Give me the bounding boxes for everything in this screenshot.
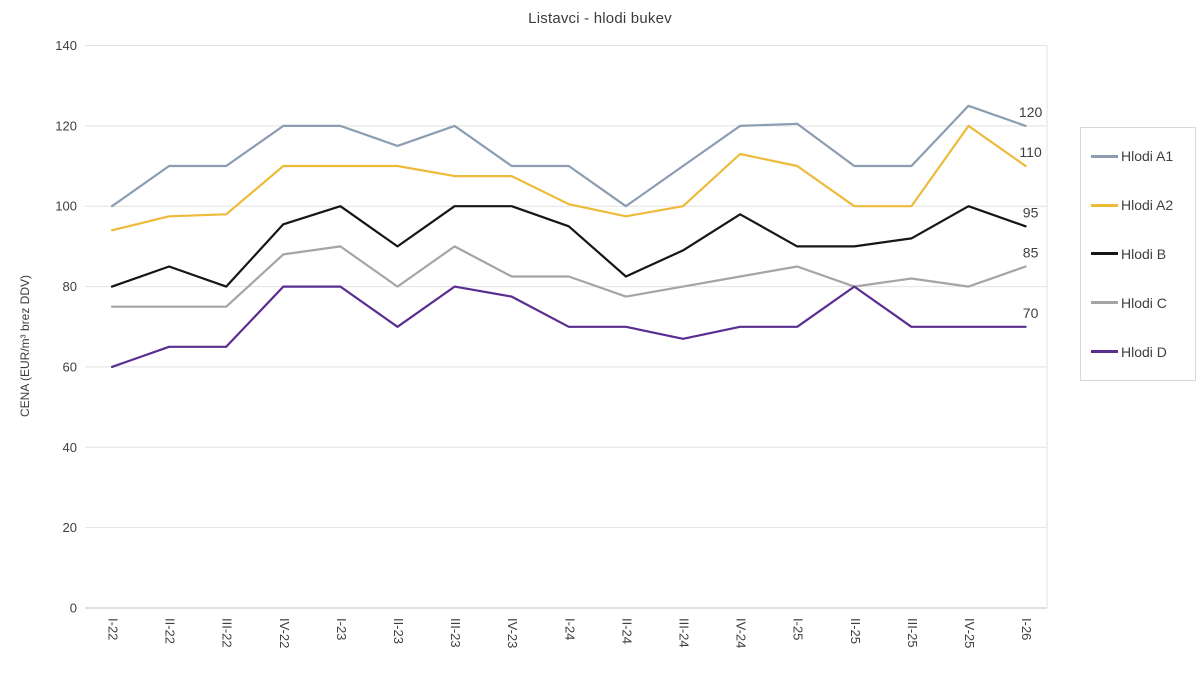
- legend-swatch-hlodi-a2: [1091, 203, 1118, 207]
- series-end-label-hlodi-b: 95: [1023, 204, 1039, 220]
- series-end-label-hlodi-a2: 110: [1019, 144, 1042, 160]
- series-line-hlodi-d: [110, 285, 1027, 368]
- chart-title: Listavci - hlodi bukev: [528, 10, 672, 27]
- legend-label-hlodi-a2: Hlodi A2: [1121, 197, 1174, 214]
- legend-swatch-hlodi-c: [1091, 301, 1118, 305]
- x-tick-label: I-22: [106, 618, 121, 640]
- legend-label-hlodi-c: Hlodi C: [1121, 294, 1167, 311]
- x-tick-label: I-23: [334, 618, 349, 640]
- y-tick-label: 120: [55, 118, 77, 133]
- x-tick-label: I-25: [791, 618, 806, 640]
- y-tick-label: 100: [55, 199, 77, 214]
- y-tick-label: 60: [63, 359, 77, 374]
- legend-swatch-hlodi-d: [1091, 350, 1118, 354]
- y-tick-label: 80: [63, 279, 77, 294]
- legend-swatch-hlodi-b: [1091, 252, 1118, 256]
- x-tick-label: I-26: [1019, 618, 1034, 640]
- legend-label-hlodi-a1: Hlodi A1: [1121, 148, 1174, 165]
- y-tick-label: 40: [63, 440, 77, 455]
- x-tick-label: IV-24: [734, 618, 749, 648]
- x-tick-label: III-23: [448, 618, 463, 648]
- legend-label-hlodi-b: Hlodi B: [1121, 245, 1167, 262]
- legend-item-hlodi-a1: Hlodi A1: [1081, 148, 1195, 164]
- legend-item-hlodi-b: Hlodi B: [1081, 246, 1195, 262]
- x-tick-label: IV-23: [505, 618, 520, 648]
- y-tick-label: 20: [63, 520, 77, 535]
- legend: Hlodi A1 Hlodi A2 Hlodi B Hlodi C Hlodi D: [1080, 127, 1196, 381]
- x-tick-label: II-23: [391, 618, 406, 644]
- legend-swatch-hlodi-a1: [1091, 154, 1118, 158]
- x-tick-label: III-22: [220, 618, 235, 648]
- legend-item-hlodi-a2: Hlodi A2: [1081, 197, 1195, 213]
- series-line-hlodi-a1: [110, 104, 1027, 208]
- x-tick-label: III-24: [677, 618, 692, 648]
- x-tick-label: IV-22: [277, 618, 292, 648]
- x-tick-label: II-25: [848, 618, 863, 644]
- series-end-label-hlodi-c: 85: [1023, 244, 1039, 260]
- x-tick-label: IV-25: [962, 618, 977, 648]
- series-end-label-hlodi-a1: 120: [1019, 104, 1043, 120]
- y-tick-label: 0: [70, 601, 77, 616]
- series-line-hlodi-c: [110, 245, 1027, 308]
- x-tick-label: I-24: [562, 618, 577, 640]
- legend-label-hlodi-d: Hlodi D: [1121, 343, 1167, 360]
- series-end-label-hlodi-d: 70: [1023, 305, 1039, 321]
- x-tick-label: II-24: [619, 618, 634, 644]
- legend-item-hlodi-d: Hlodi D: [1081, 344, 1195, 360]
- x-tick-label: III-25: [905, 618, 920, 648]
- x-tick-label: II-22: [163, 618, 178, 644]
- series-line-hlodi-b: [110, 205, 1027, 288]
- series-line-hlodi-a2: [110, 124, 1027, 232]
- legend-item-hlodi-c: Hlodi C: [1081, 295, 1195, 311]
- y-tick-label: 140: [55, 38, 77, 53]
